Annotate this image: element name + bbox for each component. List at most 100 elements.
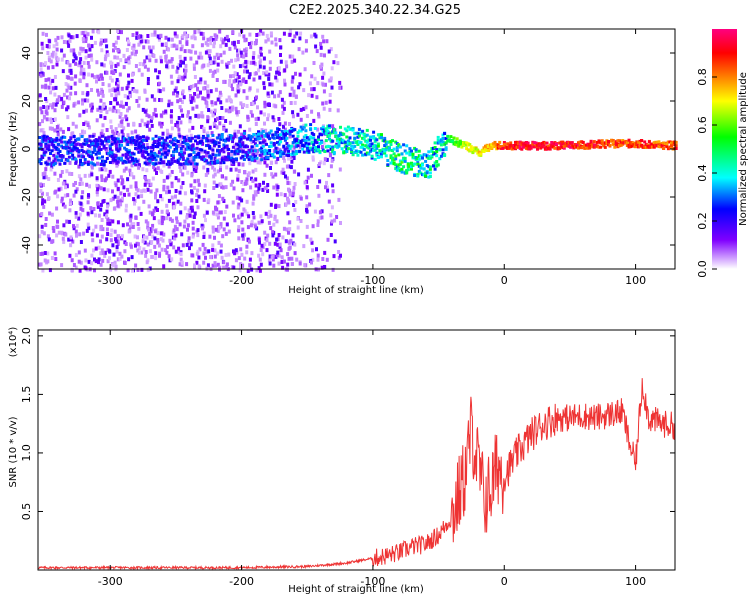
spectrogram-cell: [157, 138, 161, 141]
spectrogram-cell: [269, 141, 273, 145]
spectrogram-cell: [72, 263, 76, 267]
spectrogram-cell: [246, 269, 250, 273]
spectrogram-cell: [58, 138, 62, 142]
spectrogram-cell: [165, 64, 169, 69]
spectrogram-cell: [176, 79, 180, 84]
spectrogram-cell: [167, 164, 171, 169]
spectrogram-cell: [220, 158, 224, 162]
spectrogram-cell: [57, 95, 61, 100]
spectrogram-cell: [422, 167, 426, 171]
spectrogram-cell: [120, 143, 123, 147]
spectrogram-cell: [71, 142, 75, 146]
spectrogram-cell: [61, 69, 65, 74]
spectrogram-cell: [178, 151, 182, 155]
spectrogram-cell: [196, 141, 199, 146]
spectrogram-cell: [403, 159, 407, 163]
spectrogram-cell: [202, 251, 206, 256]
spectrogram-cell: [192, 66, 196, 71]
spectrogram-cell: [263, 100, 267, 105]
spectrogram-cell: [236, 149, 240, 153]
spectrogram-cell: [162, 139, 166, 143]
spectrogram-cell: [172, 245, 176, 250]
spectrogram-cell: [120, 30, 123, 35]
spectrogram-cell: [480, 148, 484, 152]
spectrogram-cell: [47, 156, 51, 160]
spectrogram-cell: [55, 206, 59, 211]
spectrogram-cell: [370, 156, 374, 160]
spectrogram-cell: [351, 141, 355, 145]
spectrogram-cell: [65, 88, 69, 93]
spectrogram-cell: [225, 165, 229, 170]
spectrogram-cell: [92, 228, 96, 233]
spectrogram-cell: [82, 122, 86, 126]
spectrogram-cell: [224, 128, 228, 133]
spectrogram-cell: [329, 76, 333, 81]
spectrogram-cell: [282, 135, 286, 139]
spectrogram-cell: [87, 72, 91, 77]
spectrogram-cell: [135, 89, 139, 94]
spectrogram-cell: [183, 49, 187, 54]
spectrogram-cell: [212, 140, 216, 144]
spectrogram-cell: [559, 145, 563, 149]
spectrogram-cell: [400, 170, 404, 174]
spectrogram-cell: [41, 128, 45, 132]
spectrogram-cell: [575, 145, 579, 149]
spectrogram-cell: [558, 141, 562, 145]
spectrogram-cell: [236, 48, 240, 53]
spectrogram-cell: [134, 143, 138, 147]
spectrogram-cell: [67, 237, 71, 242]
spectrogram-cell: [219, 222, 223, 227]
spectrogram-cell: [44, 150, 48, 154]
spectrogram-cell: [207, 249, 211, 254]
spectrogram-cell: [269, 31, 273, 36]
spectrogram-cell: [97, 92, 101, 97]
spectrogram-cell: [476, 148, 480, 152]
spectrogram-cell: [190, 148, 194, 152]
spectrogram-cell: [91, 141, 95, 145]
spectrogram-cell: [210, 100, 214, 105]
spectrogram-cell: [346, 141, 350, 145]
spectrogram-cell: [213, 33, 217, 38]
spectrogram-cell: [126, 177, 130, 182]
spectrogram-cell: [137, 142, 141, 146]
spectrogram-cell: [42, 151, 46, 155]
spectrogram-cell: [124, 58, 128, 63]
spectrogram-cell: [175, 216, 179, 221]
spectrogram-cell: [165, 203, 169, 208]
spectrogram-cell: [214, 101, 218, 106]
spectrogram-cell: [84, 98, 87, 103]
spectrogram-cell: [220, 37, 223, 42]
spectrogram-cell: [159, 237, 163, 242]
spectrogram-cell: [389, 143, 393, 146]
spectrogram-cell: [246, 145, 249, 149]
spectrogram-cell: [575, 143, 579, 147]
spectrogram-cell: [345, 148, 349, 151]
spectrogram-cell: [198, 51, 202, 56]
spectrogram-cell: [113, 55, 117, 60]
spectrogram-cell: [238, 139, 242, 143]
spectrogram-cell: [125, 117, 129, 122]
spectrogram-cell: [239, 144, 243, 148]
spectrogram-cell: [263, 157, 267, 161]
spectrogram-cell: [39, 62, 43, 67]
spectrogram-cell: [74, 61, 78, 66]
spectrogram-cell: [81, 132, 85, 137]
spectrogram-cell: [400, 167, 404, 171]
spectrogram-cell: [265, 163, 269, 168]
spectrogram-cell: [259, 29, 263, 34]
spectrogram-cell: [321, 148, 325, 152]
spectrogram-cell: [326, 188, 330, 193]
spectrogram-cell: [577, 144, 580, 148]
spectrogram-cell: [207, 141, 210, 146]
spectrogram-cell: [109, 119, 113, 124]
spectrogram-cell: [329, 233, 333, 237]
spectrogram-cell: [211, 210, 215, 215]
spectrogram-cell: [69, 85, 73, 90]
spectrogram-cell: [253, 190, 257, 195]
spectrogram-cell: [47, 58, 51, 63]
spectrogram-cell: [142, 199, 146, 204]
spectrogram-cell: [181, 140, 185, 144]
spectrogram-cell: [298, 82, 302, 87]
spectrogram-cell: [240, 53, 244, 58]
spectrogram-cell: [144, 219, 148, 224]
